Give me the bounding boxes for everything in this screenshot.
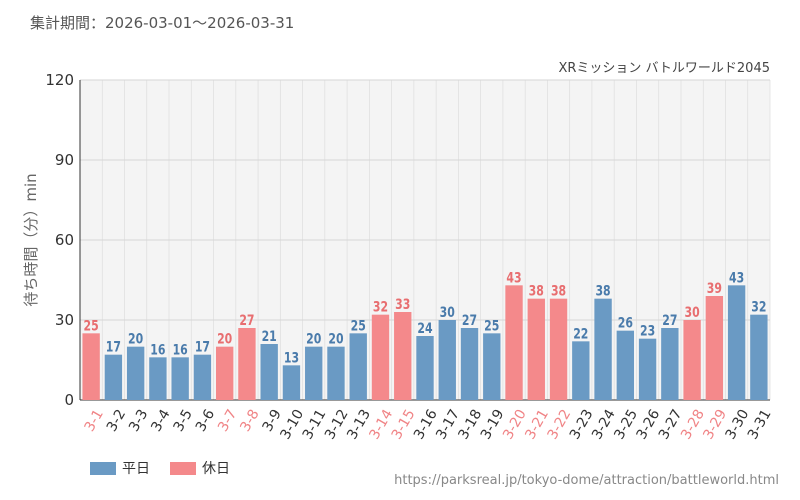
bar-value-label: 33 <box>395 296 410 313</box>
period-label: 集計期間：2026-03-01～2026-03-31 <box>30 14 295 32</box>
bar-value-label: 16 <box>150 341 165 358</box>
bar <box>661 328 679 400</box>
bar-value-label: 13 <box>284 349 299 366</box>
bar-value-label: 20 <box>306 330 321 347</box>
bar-value-label: 27 <box>239 312 254 329</box>
bar-value-label: 43 <box>729 269 744 286</box>
bar <box>505 285 523 400</box>
bar-value-label: 20 <box>217 330 232 347</box>
y-tick-label: 0 <box>64 391 74 409</box>
legend-label-weekday: 平日 <box>122 461 150 477</box>
bar <box>683 320 701 400</box>
legend-item-holiday: 休日 <box>170 458 230 478</box>
bar <box>416 336 434 400</box>
bar <box>282 365 301 400</box>
bar <box>616 330 635 400</box>
bar <box>327 346 345 400</box>
bar-value-label: 20 <box>328 330 343 347</box>
bar-value-label: 30 <box>440 304 455 321</box>
x-tick-label: 3-2 <box>104 407 129 435</box>
legend: 平日 休日 <box>90 458 230 478</box>
bar-value-label: 26 <box>618 314 633 331</box>
bar-value-label: 32 <box>373 298 388 315</box>
bar-value-label: 27 <box>462 312 477 329</box>
bar-value-label: 24 <box>417 320 432 337</box>
bar <box>193 354 212 400</box>
bar <box>438 320 456 400</box>
y-tick-label: 60 <box>55 231 74 249</box>
bar <box>572 341 590 400</box>
bar-value-label: 25 <box>351 317 366 334</box>
bar <box>750 314 768 400</box>
bar-value-label: 17 <box>106 338 121 355</box>
bar <box>727 285 746 400</box>
bar <box>215 346 234 400</box>
bar <box>238 328 256 400</box>
bar <box>705 296 724 400</box>
x-tick-label: 3-7 <box>215 407 240 435</box>
bar-value-label: 23 <box>640 322 655 339</box>
bar-value-label: 32 <box>751 298 766 315</box>
source-url: https://parksreal.jp/tokyo-dome/attracti… <box>394 473 779 488</box>
x-tick-label: 3-31 <box>745 407 775 443</box>
x-tick-label: 3-3 <box>126 407 151 435</box>
bar <box>638 338 657 400</box>
x-tick-label: 3-1 <box>82 407 107 435</box>
bar <box>349 333 367 400</box>
bar-value-label: 17 <box>195 338 210 355</box>
bar <box>549 298 568 400</box>
x-tick-label: 3-4 <box>148 407 173 435</box>
bar <box>126 346 145 400</box>
bar-value-label: 38 <box>595 282 610 299</box>
bar <box>260 344 278 400</box>
x-tick-label: 3-6 <box>193 407 218 435</box>
y-axis-label: 待ち時間（分）min <box>22 173 40 306</box>
legend-label-holiday: 休日 <box>202 461 230 477</box>
legend-swatch-weekday <box>90 461 116 475</box>
bar-value-label: 20 <box>128 330 143 347</box>
bar <box>460 328 479 400</box>
bar-value-label: 27 <box>662 312 677 329</box>
bar-value-label: 22 <box>573 325 588 342</box>
x-tick-label: 3-8 <box>237 407 262 435</box>
bar <box>483 333 501 400</box>
bar-value-label: 38 <box>551 282 566 299</box>
bar <box>171 357 189 400</box>
bar <box>82 333 100 400</box>
bar-value-label: 25 <box>84 317 99 334</box>
chart-title: XRミッション バトルワールド2045 <box>558 61 770 76</box>
x-tick-label: 3-5 <box>171 407 196 435</box>
bar-value-label: 16 <box>173 341 188 358</box>
bar-value-label: 39 <box>707 280 722 297</box>
bar-value-label: 25 <box>484 317 499 334</box>
legend-swatch-holiday <box>170 461 196 475</box>
y-tick-label: 120 <box>45 71 74 89</box>
bar-value-label: 21 <box>262 328 277 345</box>
bar <box>305 346 323 400</box>
y-tick-label: 90 <box>55 151 74 169</box>
bar <box>104 354 123 400</box>
bar <box>527 298 545 400</box>
bar-value-label: 30 <box>684 304 699 321</box>
bar-value-label: 43 <box>506 269 521 286</box>
bar <box>371 314 390 400</box>
bar <box>594 298 612 400</box>
y-tick-label: 30 <box>55 311 74 329</box>
legend-item-weekday: 平日 <box>90 458 150 478</box>
bar <box>149 357 167 400</box>
bar-value-label: 38 <box>529 282 544 299</box>
bar <box>394 312 412 400</box>
